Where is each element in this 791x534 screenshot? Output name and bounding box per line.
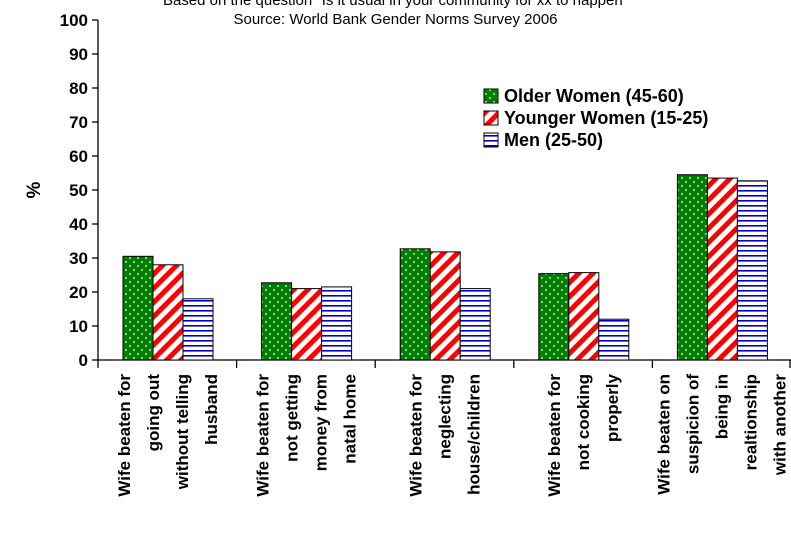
chart-subtitle-source: Source: World Bank Gender Norms Survey 2… [233, 11, 558, 28]
y-tick-label: 30 [69, 249, 88, 268]
bars [122, 174, 768, 361]
x-category-label: Wife beaten for neglecting house/children [407, 374, 484, 497]
x-category-line: neglecting [436, 374, 455, 459]
y-tick-label: 70 [69, 113, 88, 132]
x-category-line: house/children [465, 374, 484, 495]
bar-younger-women [706, 177, 738, 361]
legend: Older Women (45-60)Younger Women (15-25)… [483, 86, 708, 150]
y-tick-label: 0 [79, 351, 88, 370]
bar-men [321, 286, 353, 361]
y-tick-label: 20 [69, 283, 88, 302]
x-category-line: without telling [173, 374, 192, 490]
chart-subtitle-question: Based on the question "Is it usual in yo… [162, 0, 629, 9]
x-category-line: money from [311, 374, 330, 471]
y-axis-label: % [24, 181, 45, 198]
y-tick-label: 10 [69, 317, 88, 336]
bar-younger-women [429, 251, 461, 361]
legend-swatch [483, 110, 499, 126]
x-category-label: Wife beaten for not getting money from nata… [253, 374, 359, 497]
x-category-line: not getting [282, 374, 301, 462]
x-category-line: Wife beaten for [407, 374, 426, 497]
x-category-line: going out [144, 374, 163, 452]
legend-label: Older Women (45-60) [504, 86, 684, 106]
x-category-label: Wife beaten for going out without telling h… [115, 374, 221, 497]
bar-men [459, 288, 491, 361]
x-axis-labels: Wife beaten for going out without telling h… [115, 373, 790, 496]
bar-men [182, 298, 214, 361]
bar-men [736, 180, 768, 361]
x-category-label: Wife beaten on suspicion of being in realti… [655, 374, 790, 495]
x-category-line: properly [603, 373, 622, 442]
x-category-line: Wife beaten for [115, 374, 134, 497]
x-category-line: suspicion of [684, 374, 703, 474]
y-tick-label: 40 [69, 215, 88, 234]
bar-younger-women [152, 264, 184, 361]
axes: 0 10 20 30 40 50 60 70 80 90 100% [24, 11, 791, 370]
bar-younger-women [568, 272, 600, 361]
legend-swatch [483, 132, 499, 148]
x-category-line: with another [771, 374, 790, 476]
x-category-line: Wife beaten for [253, 374, 272, 497]
legend-label: Younger Women (15-25) [504, 108, 708, 128]
x-category-line: not cooking [574, 374, 593, 470]
y-tick-label: 90 [69, 45, 88, 64]
x-category-line: natal home [340, 374, 359, 464]
legend-label: Men (25-50) [504, 130, 603, 150]
bar-men [598, 318, 630, 361]
bar-younger-women [291, 288, 323, 361]
y-tick-label: 50 [69, 181, 88, 200]
x-category-line: Wife beaten on [655, 374, 674, 495]
x-category-line: realtionship [742, 374, 761, 470]
bar-older-women [538, 273, 570, 361]
y-tick-label: 60 [69, 147, 88, 166]
bar-older-women [122, 255, 154, 361]
y-tick-label: 80 [69, 79, 88, 98]
x-category-line: husband [202, 374, 221, 445]
x-category-line: being in [713, 374, 732, 439]
bar-older-women [676, 174, 708, 361]
bar-older-women [399, 248, 431, 361]
legend-swatch [483, 88, 499, 104]
bar-older-women [261, 282, 293, 361]
x-category-line: Wife beaten for [545, 374, 564, 497]
y-tick-label: 100 [60, 11, 88, 30]
x-category-label: Wife beaten for not cooking properly [545, 373, 622, 496]
